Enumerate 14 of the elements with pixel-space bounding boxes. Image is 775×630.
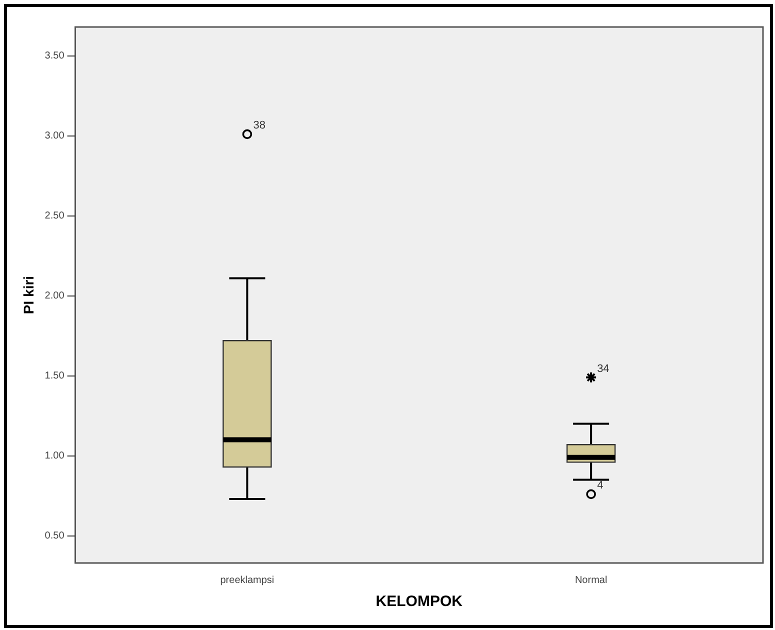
y-tick-label: 0.50	[44, 530, 65, 542]
y-tick-label: 2.50	[44, 210, 65, 222]
y-tick-label: 1.00	[44, 450, 65, 462]
annotation: 38	[253, 120, 266, 132]
y-tick-label: 1.50	[44, 370, 65, 382]
y-tick-label: 3.00	[44, 130, 65, 142]
annotation: 4	[597, 480, 604, 492]
x-tick-label: preeklampsi	[220, 574, 274, 586]
y-axis-title: PI kiri	[20, 276, 36, 314]
annotation: 34	[597, 362, 610, 375]
y-tick-label: 3.50	[44, 50, 65, 62]
x-axis-title: KELOMPOK	[376, 593, 463, 610]
y-tick-label: 2.00	[44, 290, 65, 302]
x-tick-label: Normal	[574, 574, 608, 586]
